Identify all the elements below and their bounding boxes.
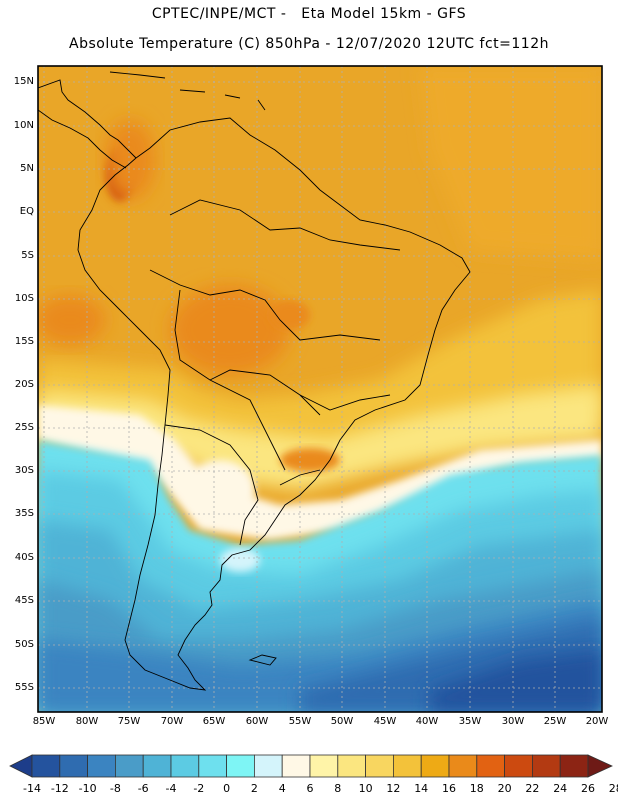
colorbar-tick-label: -12 bbox=[50, 782, 69, 795]
colorbar-tick-label: 28 bbox=[608, 782, 618, 795]
colorbar-swatch bbox=[226, 754, 255, 778]
colorbar-tick-label: 6 bbox=[306, 782, 314, 795]
colorbar-swatch bbox=[309, 754, 339, 778]
colorbar-tick-label: 18 bbox=[469, 782, 484, 795]
colorbar-tick-label: 16 bbox=[442, 782, 456, 795]
colorbar-swatch bbox=[281, 754, 311, 778]
lon-label: 75W bbox=[117, 716, 141, 727]
lat-label: 45S bbox=[14, 595, 34, 606]
colorbar-tick-label: 22 bbox=[525, 782, 540, 795]
lat-label: 50S bbox=[14, 639, 34, 650]
colorbar-swatch bbox=[392, 754, 422, 778]
map-frame bbox=[37, 65, 603, 713]
lat-label: 30S bbox=[14, 465, 34, 476]
colorbar-tick-label: 4 bbox=[278, 782, 286, 795]
lat-label: 15N bbox=[13, 76, 34, 87]
graticule bbox=[38, 66, 602, 712]
colorbar-swatch bbox=[142, 754, 172, 778]
lon-label: 25W bbox=[543, 716, 567, 727]
lat-label: 40S bbox=[14, 552, 34, 563]
coastlines bbox=[38, 71, 471, 691]
lat-label: 10S bbox=[14, 293, 34, 304]
colorbar-tick-label: -14 bbox=[23, 782, 41, 795]
map-title: CPTEC/INPE/MCT - Eta Model 15km - GFS bbox=[151, 6, 467, 22]
colorbar-tick-label: 20 bbox=[497, 782, 512, 795]
colorbar-swatch bbox=[476, 754, 505, 778]
colorbar-swatch bbox=[337, 754, 366, 778]
colorbar-swatch bbox=[59, 754, 88, 778]
colorbar-tick-label: 14 bbox=[414, 782, 429, 795]
lon-label: 45W bbox=[373, 716, 397, 727]
lon-label: 65W bbox=[202, 716, 226, 727]
lat-label: 25S bbox=[14, 422, 34, 433]
colorbar-swatch bbox=[420, 754, 450, 778]
colorbar-swatch bbox=[504, 754, 533, 778]
colorbar-tick-label: -10 bbox=[78, 782, 97, 795]
lon-label: 85W bbox=[32, 716, 56, 727]
lat-label: 5N bbox=[20, 163, 34, 174]
colorbar-swatch bbox=[115, 754, 144, 778]
colorbar-swatch bbox=[87, 754, 116, 778]
temperature-field bbox=[38, 66, 602, 712]
colorbar-tick-label: 26 bbox=[581, 782, 595, 795]
lon-label: 30W bbox=[501, 716, 525, 727]
colorbar-swatch bbox=[559, 754, 589, 778]
lon-label: 55W bbox=[288, 716, 312, 727]
colorbar-tick-label: -2 bbox=[193, 782, 205, 795]
lon-label: 80W bbox=[75, 716, 99, 727]
lon-label: 20W bbox=[585, 716, 609, 727]
colorbar-tick-label: -4 bbox=[165, 782, 177, 795]
colorbar-tick-label: 2 bbox=[250, 782, 258, 795]
colorbar-tick-label: 8 bbox=[334, 782, 342, 795]
lat-label: 55S bbox=[14, 682, 34, 693]
lat-label: 5S bbox=[21, 250, 34, 261]
lon-label: 60W bbox=[245, 716, 269, 727]
colorbar-swatch bbox=[448, 754, 478, 778]
lat-label: 35S bbox=[14, 508, 34, 519]
lat-label: 20S bbox=[14, 379, 34, 390]
map-subtitle: Absolute Temperature (C) 850hPa - 12/07/… bbox=[69, 36, 549, 52]
lat-label: 10N bbox=[13, 120, 34, 131]
lat-label: EQ bbox=[19, 206, 34, 217]
colorbar-tick-label: 12 bbox=[386, 782, 401, 795]
colorbar-tick-label: 0 bbox=[223, 782, 231, 795]
colorbar-swatch bbox=[198, 754, 228, 778]
colorbar-tick-label: 24 bbox=[553, 782, 568, 795]
colorbar-arrow-max bbox=[587, 754, 613, 778]
lon-label: 50W bbox=[330, 716, 354, 727]
colorbar bbox=[9, 754, 613, 778]
colorbar-arrow-min bbox=[9, 754, 33, 778]
lon-label: 40W bbox=[415, 716, 439, 727]
lat-label: 15S bbox=[14, 336, 34, 347]
colorbar-swatch bbox=[253, 754, 283, 778]
colorbar-tick-label: -8 bbox=[109, 782, 121, 795]
colorbar-tick-label: -6 bbox=[137, 782, 149, 795]
lon-label: 35W bbox=[458, 716, 482, 727]
colorbar-swatch bbox=[31, 754, 61, 778]
colorbar-swatch bbox=[365, 754, 394, 778]
lon-label: 70W bbox=[160, 716, 184, 727]
colorbar-swatch bbox=[532, 754, 561, 778]
colorbar-tick-label: 10 bbox=[358, 782, 373, 795]
colorbar-swatch bbox=[170, 754, 200, 778]
